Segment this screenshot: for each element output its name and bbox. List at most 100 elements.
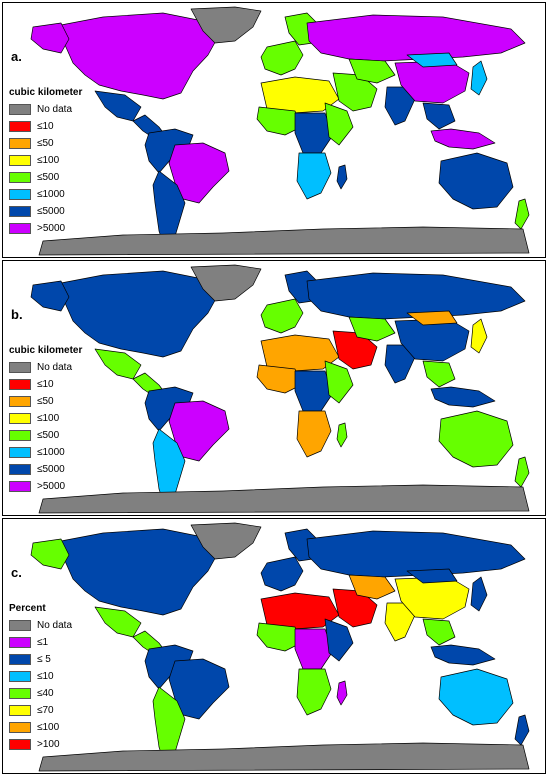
legend-item: No data: [9, 618, 72, 633]
region-west-africa: [256, 622, 302, 652]
region-antarctica: [38, 742, 530, 772]
legend-item: ≤40: [9, 686, 72, 701]
region-alaska: [30, 538, 70, 570]
legend-label: ≤10: [37, 379, 54, 390]
region-north-america: [60, 12, 219, 100]
region-east-africa: [324, 102, 354, 146]
region-australia: [438, 668, 514, 726]
region-japan: [470, 318, 488, 354]
legend-item: ≤100: [9, 411, 82, 426]
region-greenland: [190, 264, 262, 302]
region-north-america: [60, 270, 219, 358]
legend-item: ≤1000: [9, 187, 82, 202]
legend-swatch: [9, 430, 31, 441]
region-central-asia: [348, 574, 396, 600]
legend-item: >100: [9, 737, 72, 752]
region-indonesia: [430, 386, 496, 408]
legend-item: >5000: [9, 221, 82, 236]
legend-label: ≤70: [37, 705, 54, 716]
region-australia: [438, 410, 514, 468]
region-brazil: [168, 400, 230, 462]
legend-label: >5000: [37, 481, 66, 492]
world-map: [30, 264, 530, 514]
map-panel-a: a. cubic kilometer No data ≤10 ≤50 ≤100 …: [2, 2, 546, 258]
legend-swatch: [9, 206, 31, 217]
legend-item: ≤1000: [9, 445, 82, 460]
legend-label: No data: [37, 620, 73, 631]
legend: Percent No data ≤1 ≤ 5 ≤10 ≤40 ≤70 ≤100 …: [9, 603, 72, 754]
region-central-asia: [348, 316, 396, 342]
region-southern-africa: [296, 152, 332, 200]
world-map: [30, 522, 530, 772]
legend-swatch: [9, 379, 31, 390]
legend-label: ≤50: [37, 396, 54, 407]
legend-label: No data: [37, 104, 73, 115]
region-russia: [306, 14, 526, 62]
legend-item: ≤1: [9, 635, 72, 650]
legend-label: ≤5000: [37, 206, 65, 217]
legend-swatch: [9, 155, 31, 166]
region-greenland: [190, 522, 262, 560]
region-madagascar: [336, 164, 348, 190]
legend-swatch: [9, 189, 31, 200]
legend-label: ≤40: [37, 688, 54, 699]
region-mexico: [94, 348, 142, 380]
region-russia: [306, 272, 526, 320]
legend-label: No data: [37, 362, 73, 373]
legend-label: ≤1000: [37, 447, 65, 458]
region-southern-africa: [296, 410, 332, 458]
legend-title: Percent: [9, 603, 46, 614]
region-north-america: [60, 528, 219, 616]
legend-label: ≤500: [37, 172, 60, 183]
legend-swatch: [9, 739, 31, 750]
legend-item: No data: [9, 360, 82, 375]
legend-swatch: [9, 705, 31, 716]
legend-item: ≤10: [9, 377, 82, 392]
legend-swatch: [9, 104, 31, 115]
region-western-europe: [260, 40, 304, 76]
legend-title: cubic kilometer: [9, 345, 83, 356]
legend: cubic kilometer No data ≤10 ≤50 ≤100 ≤50…: [9, 345, 82, 496]
region-mexico: [94, 606, 142, 638]
region-southeast-asia: [422, 618, 456, 646]
legend-item: ≤5000: [9, 462, 82, 477]
legend-item: No data: [9, 102, 82, 117]
legend-swatch: [9, 637, 31, 648]
panel-label: b.: [11, 307, 23, 322]
region-greenland: [190, 6, 262, 44]
region-new-zealand: [514, 198, 530, 230]
legend-item: ≤70: [9, 703, 72, 718]
legend-label: >5000: [37, 223, 66, 234]
region-antarctica: [38, 226, 530, 256]
region-japan: [470, 576, 488, 612]
legend-swatch: [9, 362, 31, 373]
legend-label: ≤50: [37, 138, 54, 149]
region-indonesia: [430, 128, 496, 150]
region-alaska: [30, 280, 70, 312]
panel-label: c.: [11, 565, 22, 580]
legend-swatch: [9, 138, 31, 149]
legend-swatch: [9, 413, 31, 424]
region-west-africa: [256, 364, 302, 394]
legend-item: ≤10: [9, 669, 72, 684]
legend-item: ≤500: [9, 170, 82, 185]
legend-swatch: [9, 620, 31, 631]
legend-swatch: [9, 464, 31, 475]
region-new-zealand: [514, 456, 530, 488]
legend-item: ≤50: [9, 394, 82, 409]
region-mexico: [94, 90, 142, 122]
region-indonesia: [430, 644, 496, 666]
region-antarctica: [38, 484, 530, 514]
region-western-europe: [260, 556, 304, 592]
legend-swatch: [9, 172, 31, 183]
legend-item: ≤ 5: [9, 652, 72, 667]
legend-swatch: [9, 671, 31, 682]
region-russia: [306, 530, 526, 578]
legend-label: ≤100: [37, 155, 60, 166]
legend-swatch: [9, 722, 31, 733]
map-panel-c: c. Percent No data ≤1 ≤ 5 ≤10 ≤40 ≤70 ≤1…: [2, 518, 546, 774]
region-brazil: [168, 142, 230, 204]
region-western-europe: [260, 298, 304, 334]
legend-label: ≤100: [37, 722, 60, 733]
legend-label: ≤100: [37, 413, 60, 424]
